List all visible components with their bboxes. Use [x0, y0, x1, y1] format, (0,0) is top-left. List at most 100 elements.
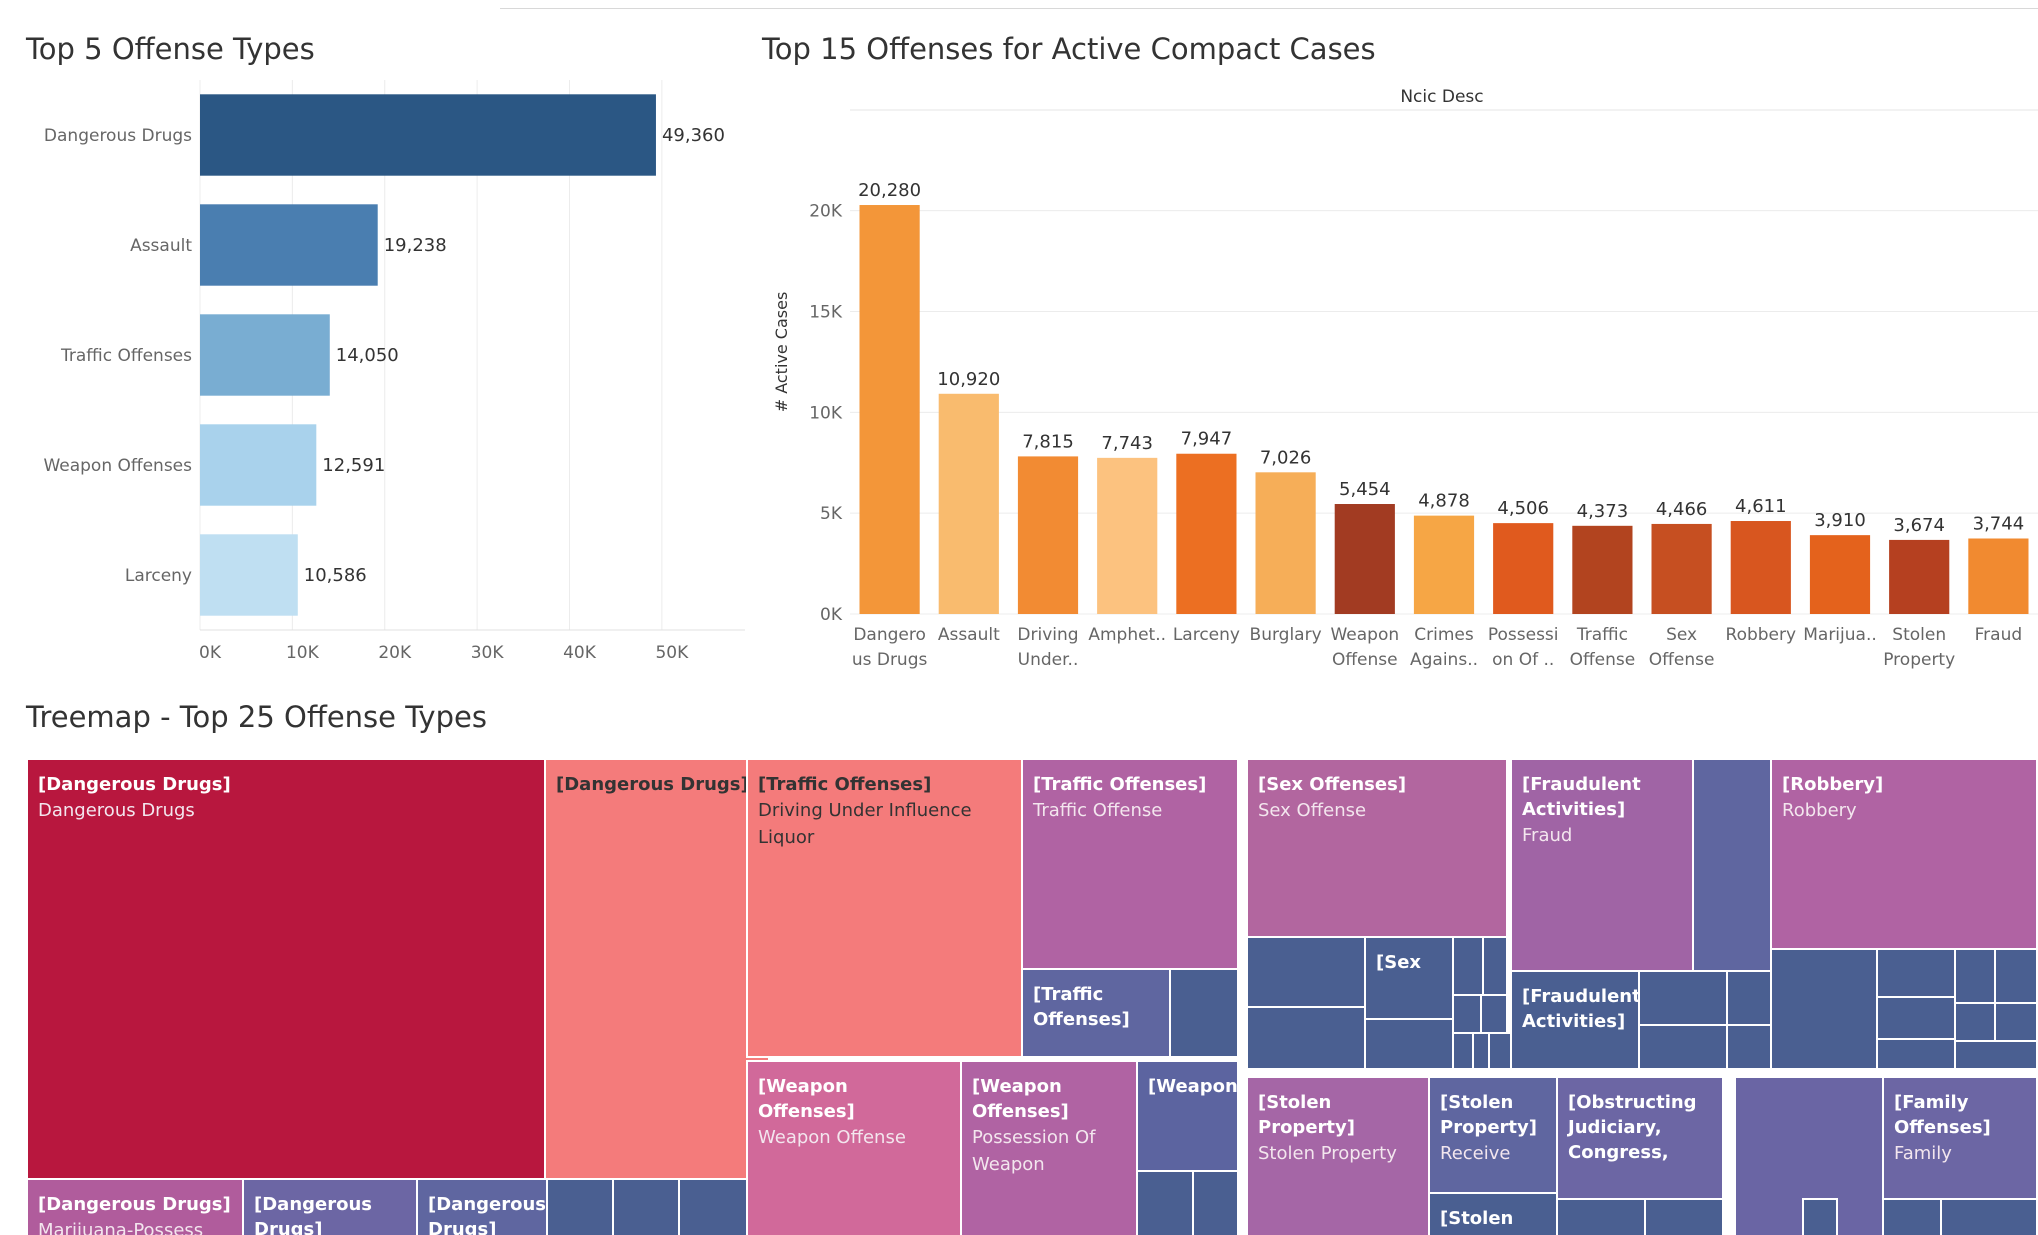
treemap-tile[interactable]: [Robbery] Robbery [1770, 758, 2038, 950]
data-label: 7,743 [1101, 433, 1153, 454]
treemap-tile-small[interactable] [1876, 996, 1956, 1040]
category-label: Fraud [1975, 625, 2023, 645]
treemap-tile[interactable]: [Fraudulent Activities] Fraud [1510, 758, 1694, 972]
bar [1334, 504, 1395, 614]
treemap-tile-small[interactable] [1452, 936, 1484, 996]
treemap-tile[interactable]: [Traffic Offenses] [1021, 968, 1171, 1058]
treemap-tile[interactable]: [Stolen [1428, 1192, 1558, 1235]
treemap-tile-small[interactable] [1638, 970, 1728, 1026]
treemap-tile[interactable]: [Traffic Offenses] Traffic Offense [1021, 758, 1239, 970]
treemap-tile-small[interactable] [1954, 1002, 1996, 1042]
treemap-tile[interactable]: [Dangerous Drugs] [544, 758, 770, 1180]
treemap-tile-small[interactable] [1480, 994, 1508, 1034]
category-label: Burglary [1250, 625, 1322, 645]
treemap-tile-small[interactable] [1876, 948, 1956, 998]
treemap-tile-small[interactable] [1638, 1024, 1728, 1070]
treemap-tile[interactable]: [Stolen Property] Receive [1428, 1076, 1558, 1194]
tile-label: Driving Under Influence Liquor [758, 800, 972, 848]
treemap-tile[interactable]: [Dangerous Drugs] Dangerous Drugs [26, 758, 546, 1180]
category-label: Driving [1017, 625, 1078, 645]
treemap-tile[interactable]: [Obstructing Judiciary, Congress, [1556, 1076, 1724, 1200]
y-tick-label: 0K [820, 605, 843, 625]
treemap-tile-small[interactable] [1940, 1198, 2038, 1235]
treemap-tile[interactable]: [Weapon Offenses] Possession Of Weapon [960, 1060, 1138, 1235]
data-label: 4,373 [1577, 501, 1629, 522]
treemap-tile-small[interactable] [1644, 1198, 1724, 1235]
treemap-tile-small[interactable] [1136, 1170, 1194, 1235]
treemap-tile-small[interactable] [1954, 948, 1996, 1004]
bar [1493, 523, 1554, 614]
treemap-tile-small[interactable] [1364, 1018, 1454, 1070]
data-label: 7,947 [1181, 429, 1233, 450]
category-label: Traffic [1576, 625, 1628, 645]
bar [1730, 521, 1791, 614]
tile-group-label: [Sex [1376, 952, 1422, 973]
treemap-tile[interactable]: [Dangerous Drugs] [416, 1178, 548, 1235]
tile-group-label: [Traffic Offenses] [758, 774, 932, 795]
data-label: 10,586 [304, 565, 367, 586]
treemap-tile-small[interactable] [1556, 1198, 1646, 1235]
treemap-tile-small[interactable] [1246, 1006, 1366, 1070]
treemap-tile-small[interactable] [1876, 1038, 1956, 1070]
treemap-tile-small[interactable] [1246, 936, 1366, 1008]
category-label: Crimes [1414, 625, 1474, 645]
treemap-tile-small[interactable] [1692, 758, 1772, 972]
treemap-tile[interactable]: [Fraudulent Activities] [1510, 970, 1640, 1070]
treemap-tile[interactable]: [Dangerous Drugs] Marijuana-Possess [26, 1178, 244, 1235]
tile-label: Sex Offense [1258, 800, 1367, 821]
x-tick-label: 50K [655, 643, 689, 663]
treemap-tile-small[interactable] [546, 1178, 614, 1235]
bar [200, 534, 298, 616]
treemap-tile-small[interactable] [1726, 1024, 1772, 1070]
treemap-tile[interactable]: [Stolen Property] Stolen Property [1246, 1076, 1430, 1235]
treemap-tile-small[interactable] [612, 1178, 680, 1235]
x-tick-label: 30K [471, 643, 505, 663]
treemap-tile[interactable]: [Traffic Offenses] Driving Under Influen… [746, 758, 1049, 1058]
category-label: Dangerous Drugs [44, 126, 192, 146]
treemap-tile-small[interactable] [1954, 1040, 2038, 1070]
treemap-tile-small[interactable] [1882, 1198, 1942, 1235]
treemap-tile-small[interactable] [1488, 1032, 1512, 1070]
tile-group-label: [Family Offenses] [1894, 1092, 1991, 1138]
tile-group-label: [Dangerous Drugs] [38, 774, 231, 795]
tile-label: Dangerous Drugs [38, 800, 195, 821]
chart3-title: Treemap - Top 25 Offense Types [26, 700, 487, 734]
category-label: on Of .. [1492, 650, 1554, 670]
treemap-tile-small[interactable] [1452, 994, 1482, 1034]
category-label: Marijua.. [1803, 625, 1877, 645]
bar [1097, 457, 1158, 614]
data-label: 7,026 [1260, 447, 1312, 468]
data-label: 20,280 [858, 180, 921, 201]
treemap-tile[interactable]: [Family Offenses] Family [1882, 1076, 2038, 1200]
treemap-tile[interactable]: [Sex Offenses] Sex Offense [1246, 758, 1508, 938]
category-label: Property [1883, 650, 1955, 670]
y-tick-label: 5K [820, 504, 843, 524]
treemap-tile[interactable]: [Dangerous Drugs] [242, 1178, 418, 1235]
tile-label: Robbery [1782, 800, 1857, 821]
treemap-tile[interactable]: [Sex [1364, 936, 1454, 1020]
treemap-tile-small[interactable] [1802, 1198, 1838, 1235]
treemap-tile-small[interactable] [1770, 948, 1878, 1070]
treemap-tile[interactable]: [Weapon Offenses] Weapon Offense [746, 1060, 962, 1235]
treemap-tile[interactable]: [Weapon [1136, 1060, 1239, 1172]
treemap-tile-small[interactable] [1169, 968, 1239, 1058]
category-label: Assault [130, 236, 192, 256]
data-label: 19,238 [384, 235, 447, 256]
tile-label: Stolen Property [1258, 1143, 1397, 1164]
top15-bar-chart: Ncic Desc 0K 5K 10K 15K 20K # Active Cases 20,2… [772, 87, 2038, 670]
data-label: 3,744 [1973, 513, 2025, 534]
y-tick-label: 10K [809, 403, 843, 423]
tile-group-label: [Sex Offenses] [1258, 774, 1407, 795]
treemap-tile-small[interactable] [1994, 948, 2038, 1004]
treemap-tile-small[interactable] [1482, 936, 1508, 996]
data-label: 4,878 [1418, 491, 1470, 512]
treemap-tile-small[interactable] [1726, 970, 1772, 1026]
tile-group-label: [Weapon Offenses] [758, 1076, 855, 1122]
bar [200, 94, 656, 176]
treemap-tile-small[interactable] [1192, 1170, 1239, 1235]
tile-group-label: [Fraudulent Activities] [1522, 774, 1641, 820]
category-label: Weapon [1330, 625, 1399, 645]
treemap-tile-small[interactable] [1994, 1002, 2038, 1042]
tile-group-label: [Dangerous Drugs] [428, 1194, 546, 1235]
bar [1176, 453, 1237, 614]
